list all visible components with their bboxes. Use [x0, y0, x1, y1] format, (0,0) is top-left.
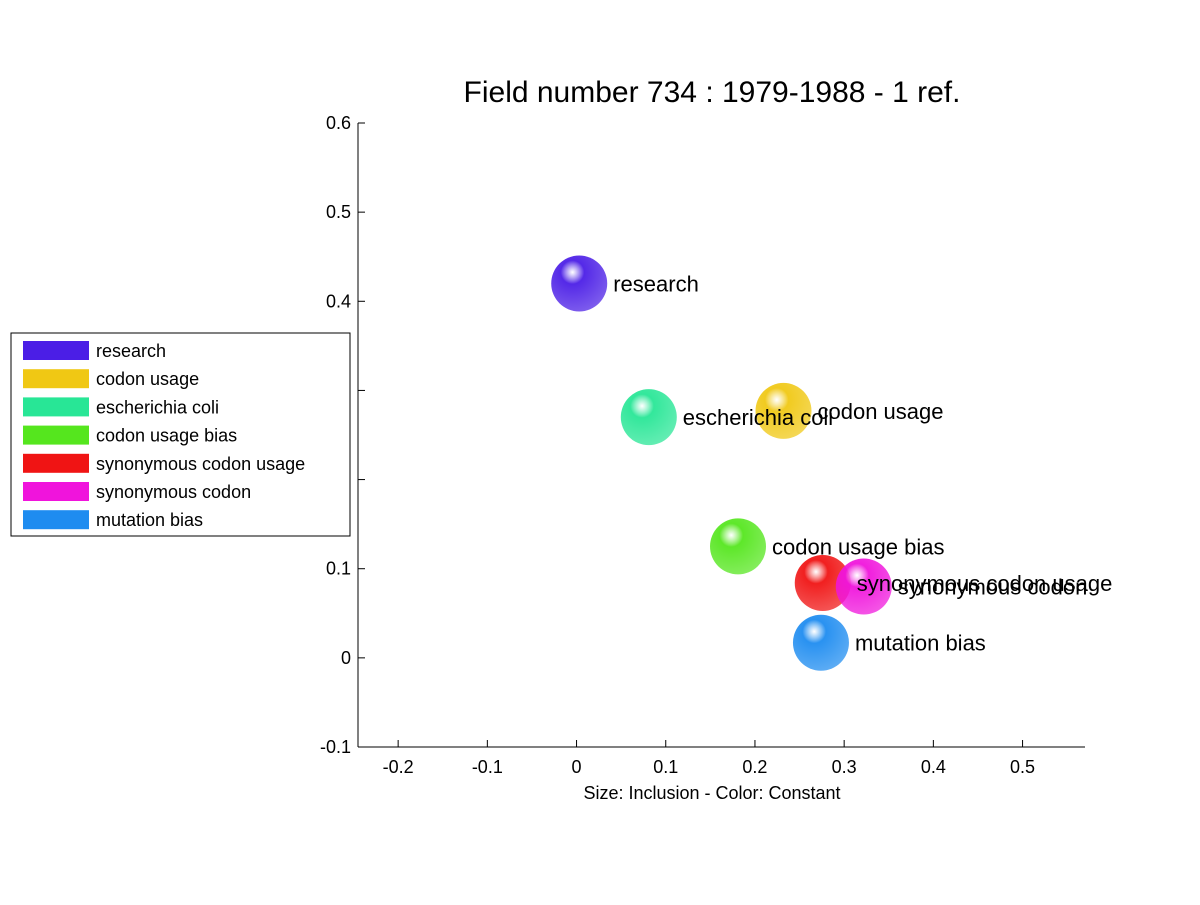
- legend-swatch-synonymous-codon: [23, 482, 89, 501]
- x-tick-label: -0.1: [472, 757, 503, 777]
- x-tick-label: 0.4: [921, 757, 946, 777]
- ticks-layer: -0.2 -0.1 0 0.1 0.2 0.3 0.4 0.5 -0.1 0 0.1 0.4 0.5 0.…: [320, 113, 1035, 777]
- point-research: [551, 255, 608, 312]
- legend-swatch-escherichia-coli: [23, 397, 89, 417]
- point-synonymous-codon: [835, 558, 892, 615]
- x-tick-label: 0.1: [653, 757, 678, 777]
- legend-label-mutation-bias: mutation bias: [96, 510, 203, 530]
- x-axis-label: Size: Inclusion - Color: Constant: [583, 783, 840, 803]
- point-label-escherichia-coli: escherichia coli: [683, 405, 833, 430]
- points-layer: [551, 255, 892, 671]
- y-tick-label: 0: [341, 648, 351, 668]
- legend-label-synonymous-codon: synonymous codon: [96, 482, 251, 502]
- x-tick-label: 0.2: [742, 757, 767, 777]
- x-tick-label: -0.2: [383, 757, 414, 777]
- point-codon-usage: [755, 382, 812, 439]
- legend-label-escherichia-coli: escherichia coli: [96, 397, 219, 417]
- point-mutation-bias: [792, 614, 849, 671]
- y-tick-label: 0.4: [326, 291, 351, 311]
- legend-swatch-synonymous-codon-usage: [23, 453, 89, 473]
- y-tick-label: 0.5: [326, 202, 351, 222]
- x-tick-label: 0.3: [832, 757, 857, 777]
- legend-label-codon-usage: codon usage: [96, 369, 199, 389]
- point-label-research: research: [613, 271, 699, 296]
- legend-swatch-mutation-bias: [23, 510, 89, 530]
- legend: research codon usage escherichia coli codon…: [10, 332, 351, 537]
- point-codon-usage-bias: [710, 518, 767, 575]
- legend-label-codon-usage-bias: codon usage bias: [96, 426, 237, 446]
- point-label-synonymous-codon-usage: synonymous codon usage: [857, 571, 1113, 596]
- point-label-codon-usage: codon usage: [817, 399, 943, 424]
- chart-title: Field number 734 : 1979-1988 - 1 ref.: [464, 76, 961, 109]
- point-escherichia-coli: [620, 389, 677, 446]
- point-label-codon-usage-bias: codon usage bias: [772, 534, 944, 559]
- legend-swatch-research: [23, 341, 89, 360]
- legend-label-synonymous-codon-usage: synonymous codon usage: [96, 454, 305, 474]
- x-tick-label: 0: [572, 757, 582, 777]
- x-tick-label: 0.5: [1010, 757, 1035, 777]
- point-synonymous-codon-usage: [794, 554, 851, 611]
- legend-swatch-codon-usage: [23, 369, 89, 389]
- point-label-mutation-bias: mutation bias: [855, 631, 986, 656]
- y-tick-label: 0.6: [326, 113, 351, 133]
- legend-swatch-codon-usage-bias: [23, 425, 89, 445]
- y-tick-label: -0.1: [320, 737, 351, 757]
- point-label-synonymous-codon: synonymous codon: [898, 575, 1088, 600]
- legend-label-research: research: [96, 341, 166, 361]
- y-tick-label: 0.1: [326, 559, 351, 579]
